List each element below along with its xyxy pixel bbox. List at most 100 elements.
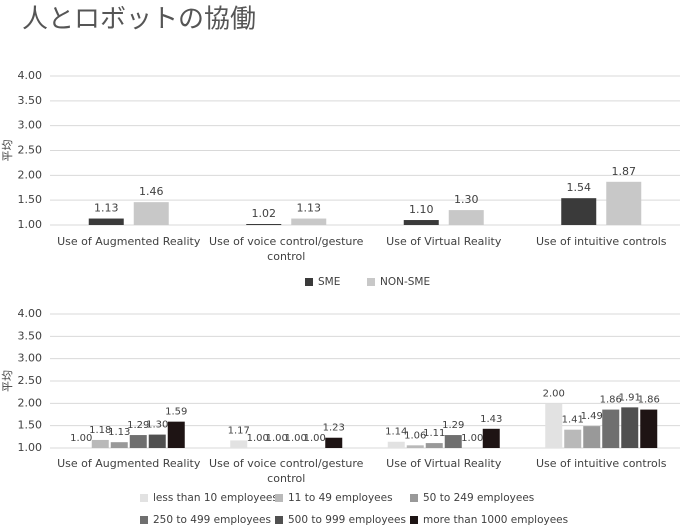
x-tick-label-box: Use of voice control/gesture control xyxy=(209,457,364,485)
x-tick-label-box: Use of Augmented Reality xyxy=(57,235,201,248)
data-label: 1.00 xyxy=(285,433,307,444)
bar xyxy=(133,202,169,225)
legend-swatch xyxy=(275,494,283,502)
data-label: 1.11 xyxy=(423,428,445,439)
bar xyxy=(148,434,166,448)
data-label: 1.10 xyxy=(409,203,434,216)
x-tick-label: Use of intuitive controls xyxy=(535,235,667,248)
data-label: 1.00 xyxy=(266,433,288,444)
x-tick-label: Use of voice control/gesture control xyxy=(209,235,364,263)
legend-label: 250 to 499 employees xyxy=(153,514,271,526)
bar xyxy=(88,218,124,225)
legend-swatch xyxy=(305,278,313,286)
bar xyxy=(448,210,484,225)
data-label: 1.87 xyxy=(612,165,637,178)
x-tick-label: Use of Augmented Reality xyxy=(57,235,201,248)
legend-swatch xyxy=(275,516,283,524)
y-axis-label: 平均 xyxy=(1,140,14,162)
y-tick-label: 2.00 xyxy=(18,396,43,409)
y-tick-label: 2.50 xyxy=(18,374,43,387)
legend-label: NON-SME xyxy=(380,276,430,288)
data-label: 1.49 xyxy=(581,411,603,422)
data-label: 1.29 xyxy=(127,420,149,431)
data-label: 1.86 xyxy=(600,395,622,406)
y-tick-label: 1.00 xyxy=(18,441,43,454)
data-label: 1.00 xyxy=(247,433,269,444)
x-tick-label-box: Use of Augmented Reality xyxy=(57,457,201,470)
y-tick-label: 1.50 xyxy=(18,193,43,206)
x-tick-label: Use of intuitive controls xyxy=(535,457,667,470)
data-label: 1.13 xyxy=(94,202,119,215)
x-tick-label-box: Use of voice control/gesture control xyxy=(209,235,364,263)
bar xyxy=(602,409,620,448)
legend-swatch xyxy=(140,516,148,524)
x-tick-label-box: Use of intuitive controls xyxy=(535,457,667,470)
y-axis-label: 平均 xyxy=(1,370,14,392)
legend-swatch xyxy=(367,278,375,286)
bar xyxy=(425,443,443,448)
data-label: 1.00 xyxy=(461,433,483,444)
x-tick-label-box: Use of Virtual Reality xyxy=(386,235,502,248)
bar xyxy=(583,426,601,448)
data-label: 1.30 xyxy=(454,193,479,206)
bar xyxy=(167,421,185,448)
x-tick-label: Use of Virtual Reality xyxy=(386,457,502,470)
page-title: 人とロボットの協働 xyxy=(22,5,256,35)
bar xyxy=(110,442,128,448)
data-label: 1.06 xyxy=(404,430,426,441)
x-tick-label: Use of voice control/gesture control xyxy=(209,457,364,485)
y-tick-label: 3.50 xyxy=(18,329,43,342)
bar xyxy=(91,439,109,448)
y-tick-label: 3.00 xyxy=(18,119,43,132)
data-label: 1.02 xyxy=(252,207,277,220)
data-label: 2.00 xyxy=(543,388,565,399)
legend-swatch xyxy=(410,494,418,502)
legend-label: 50 to 249 employees xyxy=(423,492,534,504)
data-label: 1.17 xyxy=(228,425,250,436)
y-tick-label: 3.00 xyxy=(18,352,43,365)
legend-label: 11 to 49 employees xyxy=(288,492,393,504)
bar xyxy=(129,435,147,448)
data-label: 1.59 xyxy=(165,407,187,418)
bar xyxy=(403,220,439,225)
bar xyxy=(444,435,462,448)
legend-swatch xyxy=(140,494,148,502)
bar xyxy=(640,409,658,448)
data-label: 1.14 xyxy=(385,427,407,438)
data-label: 1.46 xyxy=(139,185,164,198)
data-label: 1.86 xyxy=(638,395,660,406)
data-label: 1.00 xyxy=(304,433,326,444)
y-tick-label: 2.50 xyxy=(18,144,43,157)
legend-swatch xyxy=(410,516,418,524)
bar xyxy=(545,403,563,448)
data-label: 1.30 xyxy=(146,420,168,431)
bar xyxy=(291,218,327,225)
bar xyxy=(406,445,424,448)
bar xyxy=(621,407,639,448)
data-label: 1.18 xyxy=(89,425,111,436)
bar xyxy=(387,441,405,448)
bar xyxy=(230,440,248,448)
bar xyxy=(325,437,343,448)
legend-label: more than 1000 employees xyxy=(423,514,568,526)
bar xyxy=(246,224,282,225)
bar xyxy=(564,429,582,448)
x-tick-label-box: Use of intuitive controls xyxy=(535,235,667,248)
data-label: 1.43 xyxy=(480,414,502,425)
x-tick-label: Use of Virtual Reality xyxy=(386,235,502,248)
y-tick-label: 3.50 xyxy=(18,94,43,107)
y-tick-label: 2.00 xyxy=(18,168,43,181)
y-tick-label: 4.00 xyxy=(18,69,43,82)
y-tick-label: 1.50 xyxy=(18,419,43,432)
legend-label: less than 10 employees xyxy=(153,492,278,504)
data-label: 1.41 xyxy=(562,415,584,426)
data-label: 1.91 xyxy=(619,392,641,403)
bar xyxy=(606,181,642,225)
data-label: 1.00 xyxy=(70,433,92,444)
x-tick-label: Use of Augmented Reality xyxy=(57,457,201,470)
bar xyxy=(561,198,597,225)
data-label: 1.29 xyxy=(442,420,464,431)
data-label: 1.23 xyxy=(323,423,345,434)
legend-label: SME xyxy=(318,276,340,288)
